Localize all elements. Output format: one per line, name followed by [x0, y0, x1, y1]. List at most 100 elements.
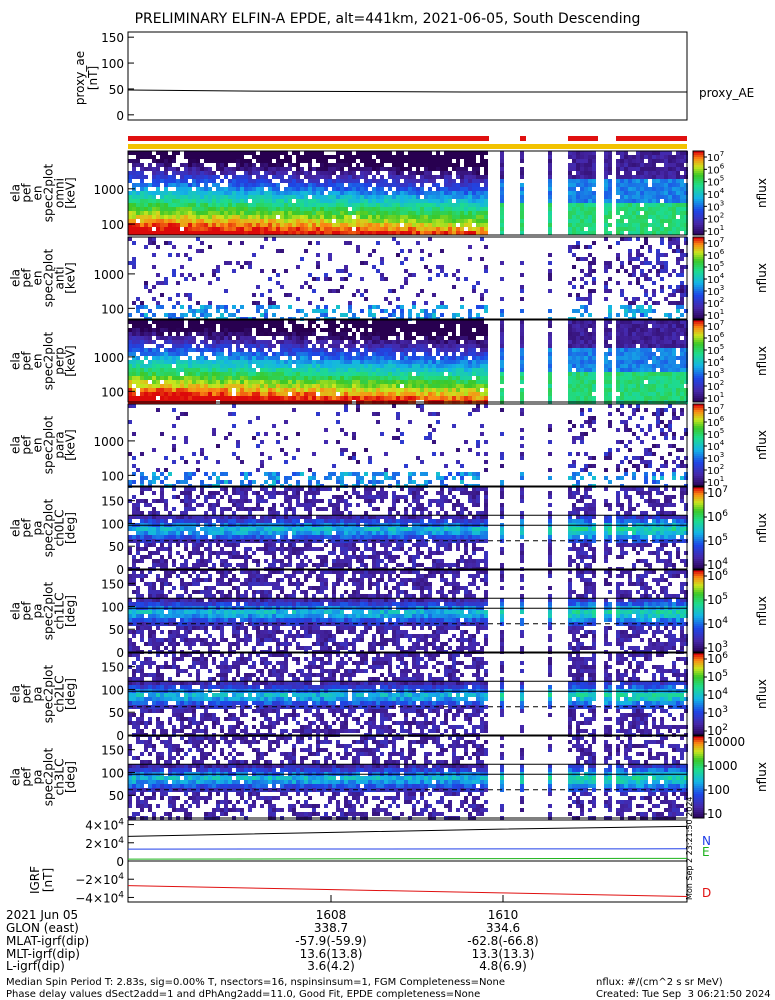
heatmap-cell	[248, 167, 252, 171]
heatmap-cell	[172, 203, 176, 207]
heatmap-cell	[188, 344, 192, 348]
heatmap-cell	[336, 175, 340, 179]
heatmap-cell	[660, 215, 664, 219]
heatmap-cell	[592, 167, 596, 171]
heatmap-cell	[268, 376, 272, 380]
heatmap-cell	[268, 301, 272, 305]
heatmap-cell	[364, 360, 368, 364]
heatmap-cell	[664, 187, 668, 191]
heatmap-cell	[652, 211, 656, 215]
heatmap-cell	[344, 195, 348, 199]
heatmap-cell	[392, 219, 396, 223]
heatmap-cell	[380, 348, 384, 352]
heatmap-cell	[472, 392, 476, 396]
heatmap-cell	[320, 203, 324, 207]
heatmap-cell	[296, 332, 300, 336]
heatmap-cell	[460, 332, 464, 336]
heatmap-cell	[428, 368, 432, 372]
heatmap-cell	[288, 215, 292, 219]
heatmap-cell	[628, 171, 632, 175]
heatmap-cell	[424, 336, 428, 340]
heatmap-cell	[252, 151, 256, 155]
heatmap-cell	[576, 372, 580, 376]
heatmap-cell	[148, 231, 152, 235]
heatmap-cell	[576, 309, 580, 313]
heatmap-cell	[244, 336, 248, 340]
heatmap-cell	[520, 191, 524, 195]
heatmap-cell	[332, 388, 336, 392]
heatmap-cell	[224, 356, 228, 360]
heatmap-cell	[232, 356, 236, 360]
heatmap-cell	[464, 376, 468, 380]
heatmap-cell	[660, 151, 664, 155]
heatmap-cell	[372, 376, 376, 380]
heatmap-cell	[576, 340, 580, 344]
heatmap-cell	[592, 211, 596, 215]
heatmap-cell	[592, 352, 596, 356]
heatmap-cell	[664, 207, 668, 211]
heatmap-cell	[192, 215, 196, 219]
heatmap-cell	[296, 265, 300, 269]
heatmap-cell	[444, 199, 448, 203]
heatmap-cell	[208, 364, 212, 368]
heatmap-cell	[396, 171, 400, 175]
heatmap-cell	[284, 191, 288, 195]
colorbar-tick-label: 107	[707, 150, 724, 164]
heatmap-cell	[368, 223, 372, 227]
heatmap-cell	[280, 227, 284, 231]
heatmap-cell	[208, 245, 212, 249]
heatmap-cell	[476, 356, 480, 360]
heatmap-cell	[676, 183, 680, 187]
heatmap-cell	[392, 199, 396, 203]
heatmap-cell	[500, 183, 504, 187]
heatmap-cell	[608, 203, 612, 207]
heatmap-cell	[280, 199, 284, 203]
heatmap-cell	[244, 261, 248, 265]
colorbar-cell	[693, 293, 704, 295]
heatmap-cell	[344, 155, 348, 159]
heatmap-cell	[300, 356, 304, 360]
heatmap-cell	[412, 396, 416, 400]
heatmap-cell	[264, 344, 268, 348]
heatmap-cell	[360, 364, 364, 368]
heatmap-cell	[140, 219, 144, 223]
heatmap-cell	[432, 324, 436, 328]
heatmap-cell	[656, 211, 660, 215]
heatmap-cell	[480, 305, 484, 309]
heatmap-cell	[180, 273, 184, 277]
heatmap-cell	[164, 241, 168, 245]
heatmap-cell	[404, 175, 408, 179]
heatmap-cell	[200, 368, 204, 372]
heatmap-cell	[224, 231, 228, 235]
heatmap-cell	[468, 175, 472, 179]
heatmap-cell	[316, 195, 320, 199]
heatmap-cell	[156, 227, 160, 231]
heatmap-cell	[628, 183, 632, 187]
heatmap-cell	[244, 175, 248, 179]
heatmap-cell	[404, 191, 408, 195]
heatmap-cell	[344, 207, 348, 211]
heatmap-cell	[332, 328, 336, 332]
heatmap-cell	[128, 219, 132, 223]
heatmap-cell	[152, 285, 156, 289]
heatmap-cell	[188, 396, 192, 400]
heatmap-cell	[324, 305, 328, 309]
heatmap-cell	[352, 324, 356, 328]
heatmap-cell	[164, 179, 168, 183]
heatmap-cell	[620, 163, 624, 167]
heatmap-cell	[608, 187, 612, 191]
heatmap-cell	[436, 384, 440, 388]
heatmap-cell	[284, 167, 288, 171]
heatmap-cell	[268, 151, 272, 155]
heatmap-cell	[392, 340, 396, 344]
heatmap-cell	[372, 195, 376, 199]
heatmap-cell	[300, 195, 304, 199]
heatmap-cell	[136, 163, 140, 167]
heatmap-cell	[176, 293, 180, 297]
heatmap-cell	[164, 372, 168, 376]
heatmap-cell	[448, 195, 452, 199]
heatmap-cell	[472, 372, 476, 376]
heatmap-cell	[240, 356, 244, 360]
heatmap-cell	[364, 352, 368, 356]
heatmap-cell	[588, 171, 592, 175]
